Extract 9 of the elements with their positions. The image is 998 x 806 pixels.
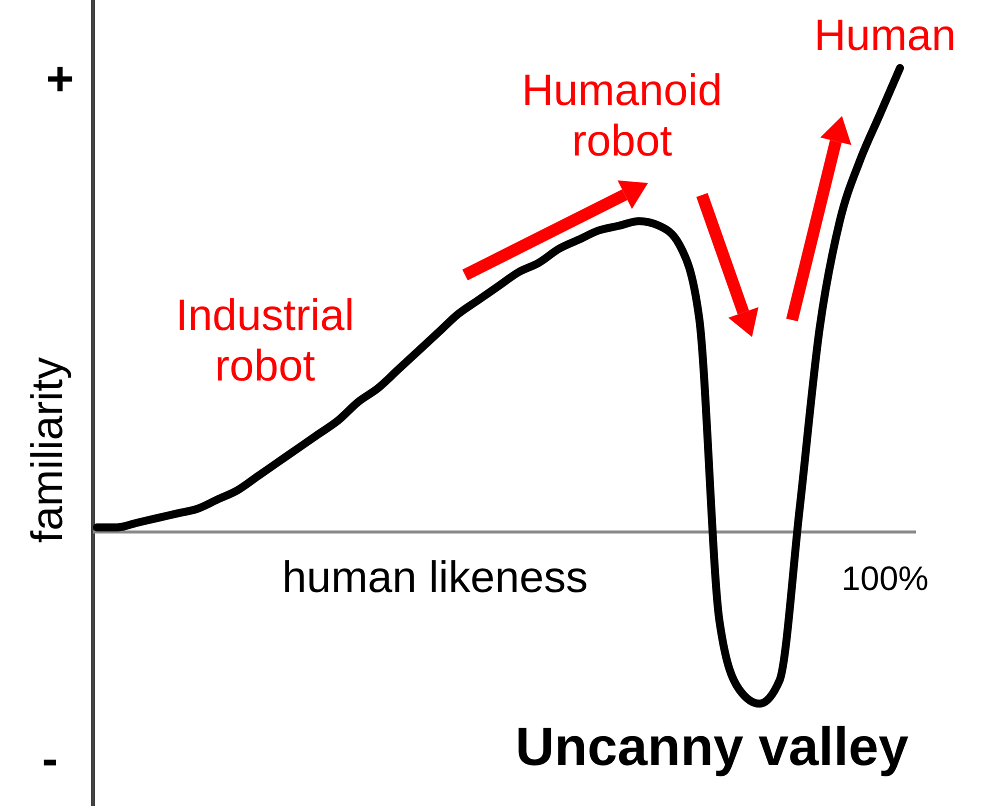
text: Human xyxy=(814,11,956,60)
y-axis-title: familiarity xyxy=(23,357,72,543)
x-axis-title: human likeness xyxy=(282,553,588,602)
text: + xyxy=(46,53,74,106)
text: Uncanny valley xyxy=(515,717,909,777)
annotation: 100% xyxy=(842,560,928,598)
annotation: Humanoid robot xyxy=(522,66,722,166)
annotation: Industrial robot xyxy=(176,291,354,391)
text: - xyxy=(42,733,58,786)
